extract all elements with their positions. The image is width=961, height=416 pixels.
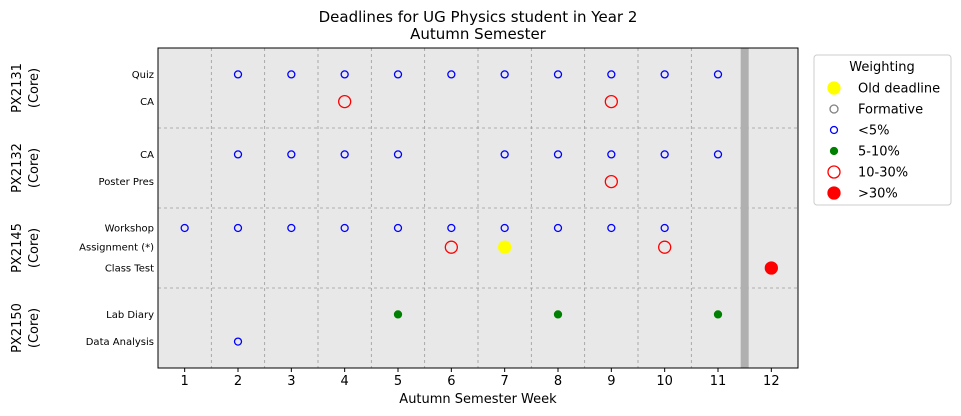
x-tick-label: 7: [501, 374, 509, 389]
x-tick-label: 10: [656, 374, 673, 389]
legend-entry-label: Old deadline: [858, 82, 940, 97]
task-label: CA: [140, 97, 154, 108]
task-label: Quiz: [132, 70, 154, 81]
data-point: [233, 223, 243, 233]
data-point: [660, 70, 669, 79]
group-label-sub: (Core): [27, 308, 42, 348]
legend-entry-label: <5%: [858, 124, 890, 139]
chart-title-line-1: Deadlines for UG Physics student in Year…: [319, 8, 638, 26]
data-point: [604, 94, 618, 109]
task-label: Class Test: [105, 264, 154, 275]
group-label-code: PX2131: [10, 63, 25, 113]
data-point: [233, 150, 243, 159]
task-label: CA: [140, 150, 154, 161]
data-point: [713, 70, 723, 79]
task-label: Workshop: [105, 224, 154, 235]
legend-marker: [827, 186, 841, 200]
task-labels: Quiz CA CA Poster Pres Workshop Assignment (*…: [79, 70, 154, 348]
data-point: [553, 310, 563, 319]
legend-entries: Old deadline Formative <5% 5-10% 10-30% >30%: [827, 81, 940, 202]
data-point: [393, 223, 403, 233]
legend-entry-label: 5-10%: [858, 145, 900, 160]
data-point: [340, 70, 349, 79]
x-axis-ticks: 1 2 3 4 5 6 7 8 9 10 11 12: [181, 368, 780, 389]
x-tick-label: 9: [607, 374, 615, 389]
data-point: [233, 70, 243, 79]
task-label: Poster Pres: [99, 177, 154, 188]
data-point: [393, 150, 403, 159]
data-points: [180, 70, 778, 346]
group-label-code: PX2132: [10, 143, 25, 193]
legend-entry-label: Formative: [858, 103, 923, 118]
legend-marker: [829, 125, 839, 135]
x-tick-label: 11: [710, 374, 727, 389]
legend-title: Weighting: [849, 60, 914, 75]
data-point: [233, 337, 243, 346]
data-point: [287, 70, 296, 79]
data-point: [338, 94, 352, 109]
data-point: [500, 150, 509, 159]
data-point: [447, 223, 456, 233]
legend-marker: [829, 146, 839, 156]
data-point: [607, 150, 616, 159]
data-point: [340, 223, 349, 233]
legend-marker: [829, 104, 839, 114]
data-point: [713, 310, 723, 319]
legend-marker: [827, 81, 841, 95]
data-point: [660, 150, 669, 159]
data-point: [713, 150, 723, 159]
data-point: [500, 70, 509, 79]
x-tick-label: 6: [447, 374, 455, 389]
group-label-sub: (Core): [27, 228, 42, 268]
data-point: [340, 150, 349, 159]
group-label-code: PX2150: [10, 303, 25, 353]
data-point: [287, 150, 296, 159]
semester-end-marker: [740, 48, 749, 368]
task-label: Assignment (*): [79, 243, 154, 254]
data-point: [500, 223, 509, 233]
legend-entry-label: >30%: [858, 187, 898, 202]
group-label-sub: (Core): [27, 148, 42, 188]
task-label: Data Analysis: [86, 337, 154, 348]
legend-marker: [827, 165, 841, 179]
data-point: [658, 240, 672, 254]
data-point: [553, 150, 563, 159]
data-point: [180, 223, 189, 233]
data-point: [287, 223, 296, 233]
group-labels: PX2131 (Core)PX2132 (Core)PX2145 (Core)PX21…: [10, 63, 42, 353]
legend-entry-label: 10-30%: [858, 166, 908, 181]
data-point: [660, 223, 669, 233]
task-label: Lab Diary: [106, 310, 154, 321]
data-point: [553, 223, 563, 233]
group-label-code: PX2145: [10, 223, 25, 273]
data-point: [604, 174, 618, 189]
data-point: [444, 240, 458, 254]
data-point: [764, 261, 778, 275]
data-point: [447, 70, 456, 79]
x-axis-label: Autumn Semester Week: [399, 392, 557, 407]
legend-box: [813, 54, 952, 206]
data-point: [607, 70, 616, 79]
group-label-sub: (Core): [27, 68, 42, 108]
chart-title-line-2: Autumn Semester: [410, 25, 547, 43]
data-point: [553, 70, 563, 79]
plot-frame: [157, 47, 799, 369]
data-point: [393, 310, 403, 319]
chart-title: Deadlines for UG Physics student in Year…: [319, 8, 638, 43]
x-tick-label: 5: [394, 374, 402, 389]
legend: Weighting Old deadline Formative <5% 5-10% 1…: [813, 54, 952, 206]
x-tick-label: 2: [234, 374, 242, 389]
x-tick-label: 3: [287, 374, 295, 389]
data-point: [498, 240, 512, 254]
data-point: [393, 70, 403, 79]
x-tick-label: 8: [554, 374, 562, 389]
x-tick-label: 4: [341, 374, 349, 389]
x-tick-label: 1: [181, 374, 189, 389]
data-point: [607, 223, 616, 233]
x-tick-label: 12: [763, 374, 780, 389]
